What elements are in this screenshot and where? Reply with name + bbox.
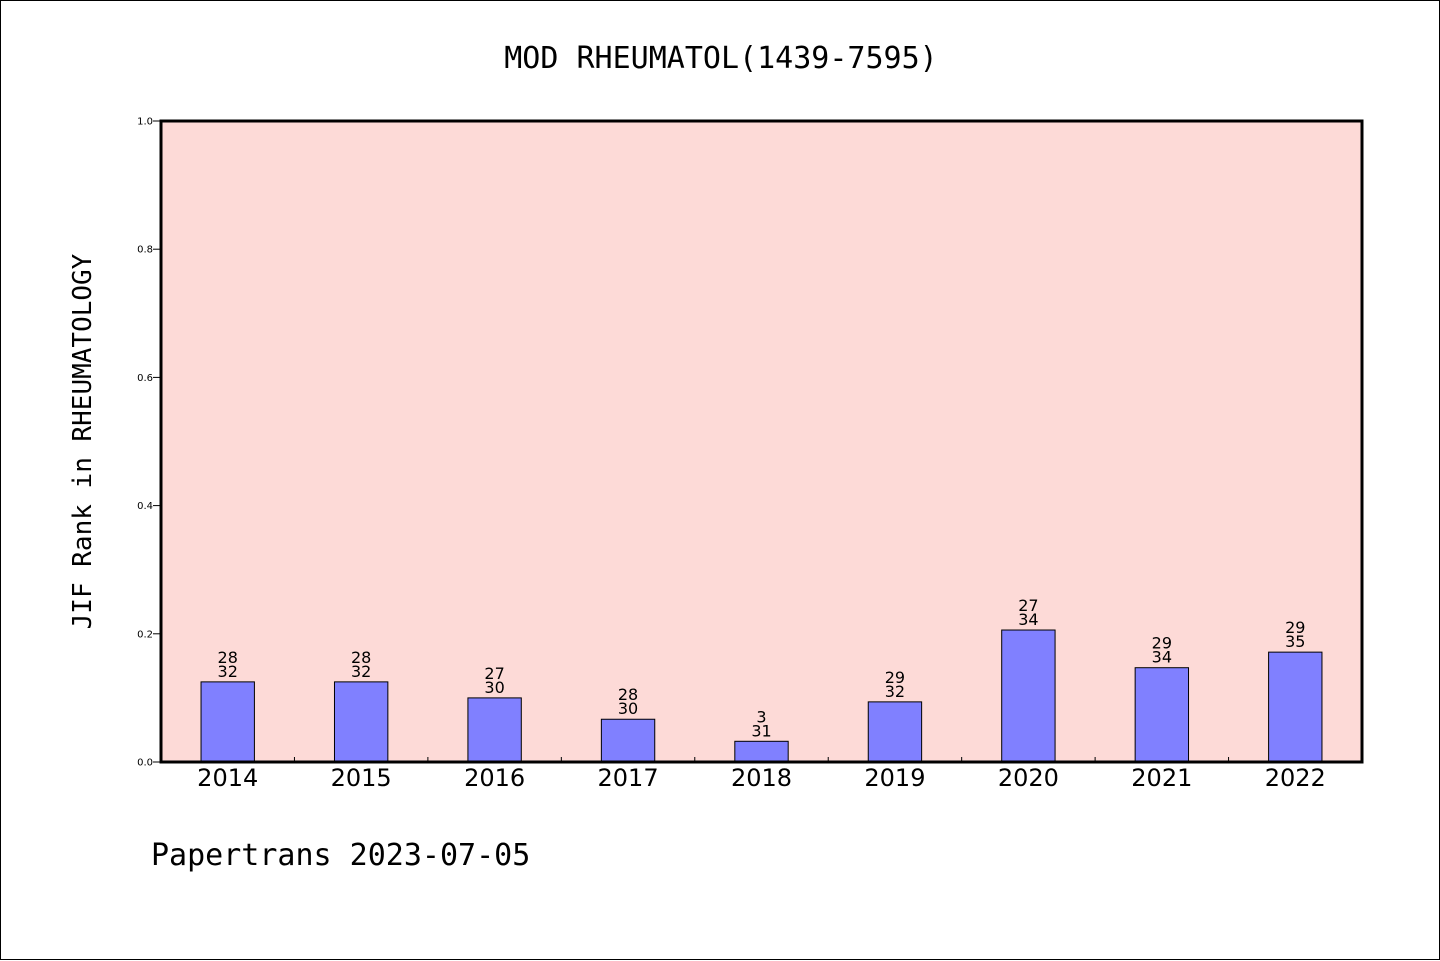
total-label-2019: 32 [885,682,905,701]
chart-title: MOD RHEUMATOL(1439-7595) [504,41,937,76]
bar-2015 [333,681,389,763]
rank-label-2021: 29 [1152,634,1172,653]
total-label-2022: 35 [1285,632,1305,651]
y-tick-label-0: 0.0 [137,758,153,769]
x-tick-label-2018: 2018 [731,764,792,792]
bars-layer [200,629,1323,763]
total-label-2018: 31 [751,721,771,740]
rank-label-2022: 29 [1285,618,1305,637]
rank-label-2014: 28 [218,648,238,667]
bar-2018 [734,740,789,763]
bar-2017 [600,718,656,763]
rank-label-2016: 27 [484,664,504,683]
y-tick-label-1: 0.2 [137,629,153,640]
rank-label-2020: 27 [1018,596,1038,615]
bar-2014 [200,681,255,763]
x-tick-label-2021: 2021 [1131,764,1192,792]
rank-label-2015: 28 [351,648,371,667]
y-tick-label-2: 0.4 [137,501,153,512]
x-tick-label-2020: 2020 [998,764,1059,792]
rank-label-2018: 3 [756,707,766,726]
total-label-2015: 32 [351,662,371,681]
plot-area [161,121,1362,762]
y-tick-label-3: 0.6 [137,373,153,384]
y-tick-label-4: 0.8 [137,245,153,256]
x-tick-label-2017: 2017 [598,764,659,792]
bar-2016 [467,697,522,763]
rank-label-2019: 29 [885,668,905,687]
bar-2021 [1134,667,1190,763]
plot-border [159,119,1364,764]
total-label-2014: 32 [218,662,238,681]
y-axis-label: JIF Rank in RHEUMATOLOGY [68,253,98,629]
y-tick-label-5: 1.0 [137,117,153,128]
data-labels-layer: 2014283220152832201627302017283020183312… [197,596,1326,792]
x-tick-label-2015: 2015 [331,764,392,792]
bar-2022 [1268,651,1323,763]
x-tick-label-2014: 2014 [197,764,258,792]
x-tick-label-2016: 2016 [464,764,525,792]
footer-credit: Papertrans 2023-07-05 [151,838,530,873]
total-label-2016: 30 [484,678,504,697]
total-label-2017: 30 [618,699,638,718]
bar-2019 [867,701,923,763]
total-label-2020: 34 [1018,610,1038,629]
bar-2020 [1001,629,1056,763]
x-tick-label-2022: 2022 [1265,764,1326,792]
total-label-2021: 34 [1152,648,1172,667]
rank-label-2017: 28 [618,685,638,704]
x-tick-label-2019: 2019 [864,764,925,792]
